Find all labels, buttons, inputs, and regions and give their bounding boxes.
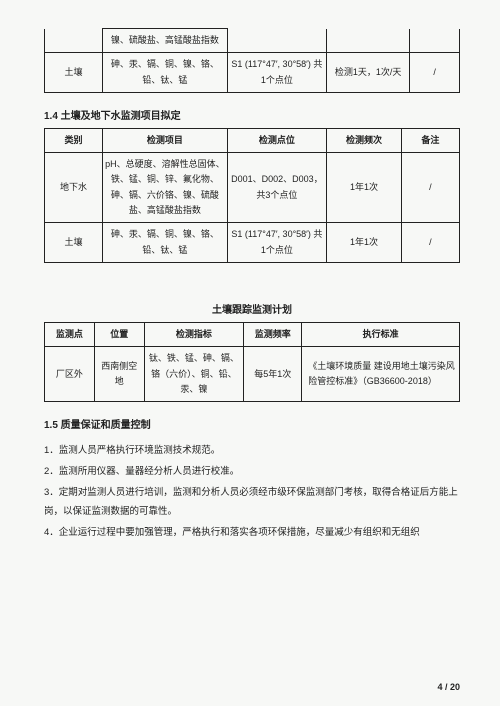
- section-1-4-title: 1.4 土壤及地下水监测项目拟定: [44, 107, 460, 122]
- th-point: 检测点位: [227, 128, 327, 152]
- cell-note: /: [401, 223, 459, 263]
- cell-freq: 检测1天，1次/天: [327, 53, 410, 93]
- table-header-row: 监测点 位置 检测指标 监测频率 执行标准: [45, 322, 460, 346]
- cell-point: D001、D002、D003，共3个点位: [227, 153, 327, 223]
- cell-category: 地下水: [45, 153, 103, 223]
- qc-list: 1．监测人员严格执行环境监测技术规范。 2．监测所用仪器、量器经分析人员进行校准…: [44, 441, 460, 542]
- cell-items: pH、总硬度、溶解性总固体、铁、锰、铜、锌、氟化物、砷、镉、六价铬、镍、硫酸盐、…: [103, 153, 228, 223]
- table-row: 厂区外 西南侧空地 钛、铁、锰、砷、镉、铬（六价）、铜、铅、汞、镍 每5年1次 …: [45, 347, 460, 402]
- cell-category: 土壤: [45, 223, 103, 263]
- table-row: 土壤 砷、汞、镉、铜、镍、铬、铅、钛、锰 S1 (117°47′, 30°58′…: [45, 223, 460, 263]
- cell-point: S1 (117°47′, 30°58′) 共1个点位: [227, 53, 327, 93]
- cell-items: 砷、汞、镉、铜、镍、铬、铅、钛、锰: [103, 53, 228, 93]
- cell-items: 砷、汞、镉、铜、镍、铬、铅、钛、锰: [103, 223, 228, 263]
- cell-note: /: [401, 153, 459, 223]
- table-row: 镍、硫酸盐、高锰酸盐指数: [45, 29, 460, 53]
- cell-blank: [45, 29, 103, 53]
- cell-freq: 1年1次: [327, 153, 402, 223]
- cell-blank: [227, 29, 327, 53]
- table-row: 地下水 pH、总硬度、溶解性总固体、铁、锰、铜、锌、氟化物、砷、镉、六价铬、镍、…: [45, 153, 460, 223]
- cell-location: 西南侧空地: [94, 347, 144, 402]
- list-item: 1．监测人员严格执行环境监测技术规范。: [44, 441, 460, 460]
- list-item: 2．监测所用仪器、量器经分析人员进行校准。: [44, 462, 460, 481]
- th-standard: 执行标准: [302, 322, 460, 346]
- table-row: 土壤 砷、汞、镉、铜、镍、铬、铅、钛、锰 S1 (117°47′, 30°58′…: [45, 53, 460, 93]
- list-item: 4．企业运行过程中要加强管理，严格执行和落实各项环保措施，尽量减少有组织和无组织: [44, 523, 460, 542]
- table-monitoring-plan: 类别 检测项目 检测点位 检测频次 备注 地下水 pH、总硬度、溶解性总固体、铁…: [44, 128, 460, 263]
- th-freq: 检测频次: [327, 128, 402, 152]
- cell-point: 厂区外: [45, 347, 95, 402]
- document-page: 镍、硫酸盐、高锰酸盐指数 土壤 砷、汞、镉、铜、镍、铬、铅、钛、锰 S1 (11…: [0, 0, 500, 706]
- th-freq: 监测频率: [244, 322, 302, 346]
- cell-note: /: [410, 53, 460, 93]
- list-item: 3．定期对监测人员进行培训，监测和分析人员必须经市级环保监测部门考核，取得合格证…: [44, 483, 460, 521]
- cell-standard: 《土壤环境质量 建设用地土壤污染风险管控标准》（GB36600-2018）: [302, 347, 460, 402]
- cell-freq: 每5年1次: [244, 347, 302, 402]
- th-indicator: 检测指标: [144, 322, 244, 346]
- cell-blank: [327, 29, 410, 53]
- cell-category: 土壤: [45, 53, 103, 93]
- cell-freq: 1年1次: [327, 223, 402, 263]
- th-items: 检测项目: [103, 128, 228, 152]
- tracking-title: 土壤跟踪监测计划: [44, 301, 460, 316]
- th-category: 类别: [45, 128, 103, 152]
- cell-indicator: 钛、铁、锰、砷、镉、铬（六价）、铜、铅、汞、镍: [144, 347, 244, 402]
- th-point: 监测点: [45, 322, 95, 346]
- section-1-5-title: 1.5 质量保证和质量控制: [44, 416, 460, 431]
- cell-blank: [410, 29, 460, 53]
- cell-items: 镍、硫酸盐、高锰酸盐指数: [103, 29, 228, 53]
- cell-point: S1 (117°47′, 30°58′) 共1个点位: [227, 223, 327, 263]
- table-tracking-plan: 监测点 位置 检测指标 监测频率 执行标准 厂区外 西南侧空地 钛、铁、锰、砷、…: [44, 322, 460, 402]
- th-note: 备注: [401, 128, 459, 152]
- table-header-row: 类别 检测项目 检测点位 检测频次 备注: [45, 128, 460, 152]
- table-groundwater-soil-frag: 镍、硫酸盐、高锰酸盐指数 土壤 砷、汞、镉、铜、镍、铬、铅、钛、锰 S1 (11…: [44, 28, 460, 93]
- page-number: 4 / 20: [437, 682, 460, 692]
- th-location: 位置: [94, 322, 144, 346]
